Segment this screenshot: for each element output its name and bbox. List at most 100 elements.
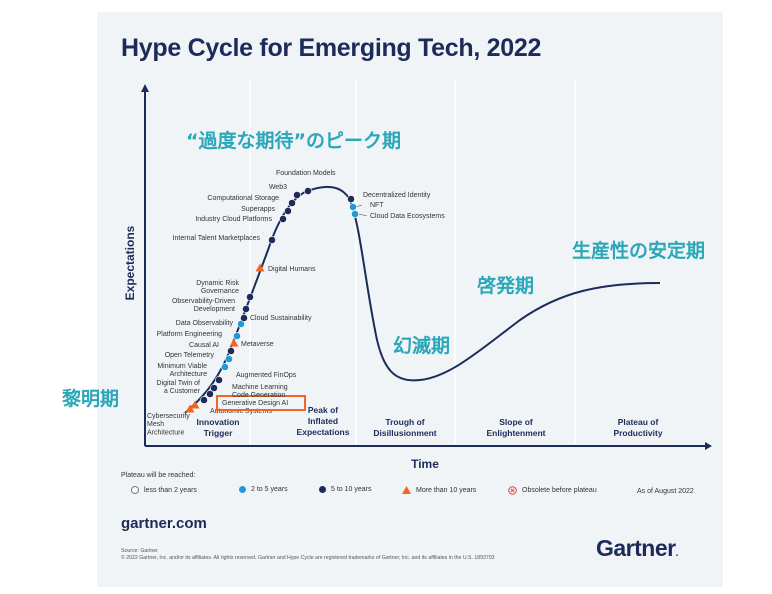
as-of-date: As of August 2022 bbox=[637, 488, 694, 495]
legend-item-less-than-2-years: less than 2 years bbox=[131, 486, 197, 494]
phase-label: Inflated bbox=[308, 416, 338, 426]
annotation-peak: “過度な期待”のピーク期 bbox=[186, 130, 401, 152]
marker-cybersecurity-mesh-architecture bbox=[185, 404, 195, 413]
phase-label: Slope of bbox=[499, 417, 533, 427]
point-label-data-observability: Data Observability bbox=[176, 320, 234, 327]
legend-label: 2 to 5 years bbox=[251, 486, 288, 493]
marker-platform-engineering bbox=[233, 332, 241, 340]
point-label-minimum-viable-architecture: Minimum Viable bbox=[157, 363, 207, 370]
point-label-augmented-finops: Augmented FinOps bbox=[236, 372, 297, 379]
annotation-plateau: 生産性の安定期 bbox=[572, 240, 706, 262]
marker-observability-driven-development bbox=[242, 305, 250, 313]
legend-item-5-to-10-years: 5 to 10 years bbox=[319, 486, 371, 493]
marker-nft bbox=[349, 203, 357, 211]
point-label-open-telemetry: Open Telemetry bbox=[165, 352, 215, 359]
point-label-machine-learning-code-generation: Code Generation bbox=[232, 392, 285, 399]
phase-label: Peak of bbox=[308, 405, 338, 415]
annotation-trigger: 黎明期 bbox=[62, 388, 120, 410]
point-label-dynamic-risk-governance: Dynamic Risk bbox=[196, 280, 239, 287]
marker-foundation-models bbox=[304, 187, 312, 195]
point-label-digital-humans: Digital Humans bbox=[268, 266, 316, 273]
x-axis-arrow-icon bbox=[705, 442, 712, 450]
marker-causal-ai bbox=[227, 347, 235, 355]
point-label-nft: NFT bbox=[370, 202, 384, 209]
legend-label: less than 2 years bbox=[144, 486, 197, 494]
marker-digital-humans bbox=[255, 263, 265, 272]
point-label-superapps: Superapps bbox=[241, 206, 275, 213]
point-label-computational-storage: Computational Storage bbox=[207, 195, 279, 202]
point-label-autonomic-systems: Autonomic Systems bbox=[210, 408, 272, 415]
marker-minimum-viable-architecture bbox=[221, 363, 229, 371]
phase-label: Disillusionment bbox=[373, 428, 436, 438]
phase-label: Enlightenment bbox=[486, 428, 545, 438]
marker-autonomic-systems bbox=[190, 400, 200, 409]
legend-item-more-than-10-years: More than 10 years bbox=[402, 486, 476, 494]
marker-computational-storage bbox=[288, 199, 296, 207]
point-label-web3: Web3 bbox=[269, 184, 287, 191]
point-label-dynamic-risk-governance: Governance bbox=[201, 288, 239, 295]
marker-web3 bbox=[293, 191, 301, 199]
navy-circle-icon bbox=[319, 486, 326, 493]
circle-outline-icon bbox=[131, 486, 139, 494]
footnote-copyright: © 2022 Gartner, Inc. and/or its affiliat… bbox=[121, 555, 495, 561]
blue-circle-icon bbox=[239, 486, 246, 493]
point-label-observability-driven-development: Observability-Driven bbox=[172, 298, 235, 305]
legend-label: More than 10 years bbox=[416, 486, 477, 494]
y-axis-arrow-icon bbox=[141, 84, 149, 92]
obsolete-x-icon bbox=[508, 486, 517, 495]
point-label-digital-twin-of-a-customer: Digital Twin of bbox=[157, 380, 201, 387]
point-label-observability-driven-development: Development bbox=[194, 306, 235, 313]
site-url[interactable]: gartner.com bbox=[121, 515, 207, 532]
marker-open-telemetry bbox=[225, 355, 233, 363]
legend-label: 5 to 10 years bbox=[331, 486, 372, 493]
point-label-cybersecurity-mesh-architecture: Mesh bbox=[147, 421, 164, 428]
point-label-cloud-sustainability: Cloud Sustainability bbox=[250, 315, 312, 322]
marker-internal-talent-marketplaces bbox=[268, 236, 276, 244]
marker-metaverse bbox=[229, 338, 239, 347]
marker-cloud-sustainability bbox=[240, 314, 248, 322]
point-label-generative-design-ai: Generative Design AI bbox=[222, 400, 288, 407]
phase-label: Plateau of bbox=[618, 417, 659, 427]
point-label-metaverse: Metaverse bbox=[241, 341, 274, 348]
point-label-machine-learning-code-generation: Machine Learning bbox=[232, 384, 288, 391]
highlight-box bbox=[216, 395, 306, 411]
annotation-trough: 幻滅期 bbox=[393, 335, 451, 357]
gartner-logo: Gartner. bbox=[596, 535, 678, 562]
legend: less than 2 years 2 to 5 years 5 to 10 y… bbox=[121, 486, 711, 500]
logo-text: Gartner bbox=[596, 535, 676, 561]
marker-superapps bbox=[284, 207, 292, 215]
point-label-foundation-models: Foundation Models bbox=[276, 170, 336, 177]
chart-title: Hype Cycle for Emerging Tech, 2022 bbox=[121, 34, 542, 62]
point-label-digital-twin-of-a-customer: a Customer bbox=[164, 388, 201, 395]
chart-card bbox=[97, 12, 723, 587]
point-label-cloud-data-ecosystems: Cloud Data Ecosystems bbox=[370, 213, 445, 220]
footnote: Source: Gartner © 2022 Gartner, Inc. and… bbox=[121, 548, 495, 562]
marker-industry-cloud-platforms bbox=[279, 215, 287, 223]
point-label-internal-talent-marketplaces: Internal Talent Marketplaces bbox=[173, 235, 261, 242]
point-label-cybersecurity-mesh-architecture: Cybersecurity bbox=[147, 413, 190, 420]
phase-label: Trough of bbox=[385, 417, 424, 427]
legend-item-obsolete: Obsolete before plateau bbox=[508, 486, 597, 495]
legend-title: Plateau will be reached: bbox=[121, 472, 196, 479]
point-label-minimum-viable-architecture: Architecture bbox=[170, 371, 207, 378]
phase-label: Innovation bbox=[197, 417, 240, 427]
legend-label: Obsolete before plateau bbox=[522, 487, 597, 494]
point-label-causal-ai: Causal AI bbox=[189, 342, 219, 349]
orange-triangle-icon bbox=[402, 486, 411, 494]
x-axis-title: Time bbox=[411, 457, 439, 471]
y-axis-title: Expectations bbox=[123, 225, 137, 300]
marker-decentralized-identity bbox=[347, 195, 355, 203]
marker-cloud-data-ecosystems bbox=[351, 210, 359, 218]
marker-dynamic-risk-governance bbox=[246, 293, 254, 301]
legend-item-2-to-5-years: 2 to 5 years bbox=[239, 486, 288, 493]
marker-generative-design-ai bbox=[200, 396, 208, 404]
leader-line bbox=[355, 204, 363, 208]
phase-label: Expectations bbox=[297, 427, 350, 437]
leader-line bbox=[358, 213, 368, 217]
point-label-industry-cloud-platforms: Industry Cloud Platforms bbox=[195, 216, 272, 223]
marker-digital-twin-of-a-customer bbox=[210, 384, 218, 392]
point-label-cybersecurity-mesh-architecture: Architecture bbox=[147, 429, 184, 436]
phase-label: Trigger bbox=[204, 428, 234, 438]
point-label-platform-engineering: Platform Engineering bbox=[157, 331, 222, 338]
